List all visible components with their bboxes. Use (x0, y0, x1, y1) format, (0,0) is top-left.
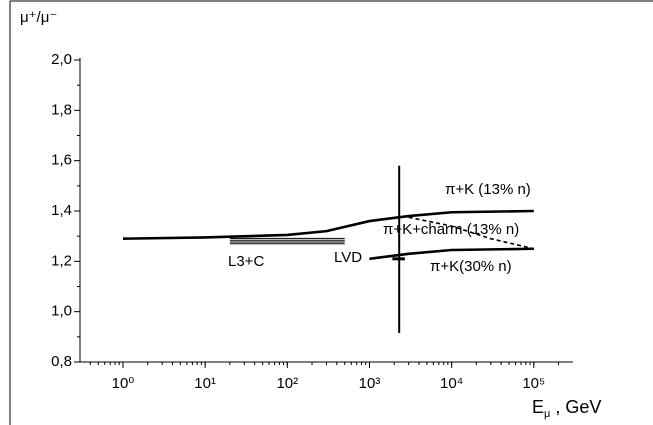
series-label: π+K (13% n) (445, 181, 531, 198)
y-tick-label: 1,8 (51, 101, 72, 118)
y-tick-label: 2,0 (51, 51, 72, 68)
x-tick-label: 10² (276, 375, 298, 392)
series-line (408, 216, 534, 250)
x-tick-label: 10⁵ (522, 375, 545, 392)
x-tick-label: 10⁰ (112, 375, 135, 392)
band-label: L3+C (228, 253, 264, 270)
x-tick-label: 10¹ (194, 375, 216, 392)
x-axis-label-main: E (532, 397, 544, 417)
x-axis-label: Eμ , GeV (532, 397, 601, 420)
series-label: π+K(30% n) (430, 258, 512, 275)
x-tick-label: 10³ (359, 375, 381, 392)
x-axis-label-unit: , GeV (550, 397, 601, 417)
point-label: LVD (334, 249, 362, 266)
y-tick-label: 0,8 (51, 353, 72, 370)
series-label: π+K+charm (13% n) (383, 221, 519, 238)
y-axis-label: μ⁺/μ⁻ (20, 9, 57, 26)
x-tick-label: 10⁴ (440, 375, 463, 392)
y-tick-label: 1,2 (51, 252, 72, 269)
series-line (369, 247, 534, 261)
series-line (122, 209, 534, 240)
y-tick-label: 1,6 (51, 152, 72, 169)
y-tick-label: 1,0 (51, 303, 72, 320)
y-tick-label: 1,4 (51, 202, 72, 219)
x-axis-label-sub: μ (544, 408, 550, 420)
